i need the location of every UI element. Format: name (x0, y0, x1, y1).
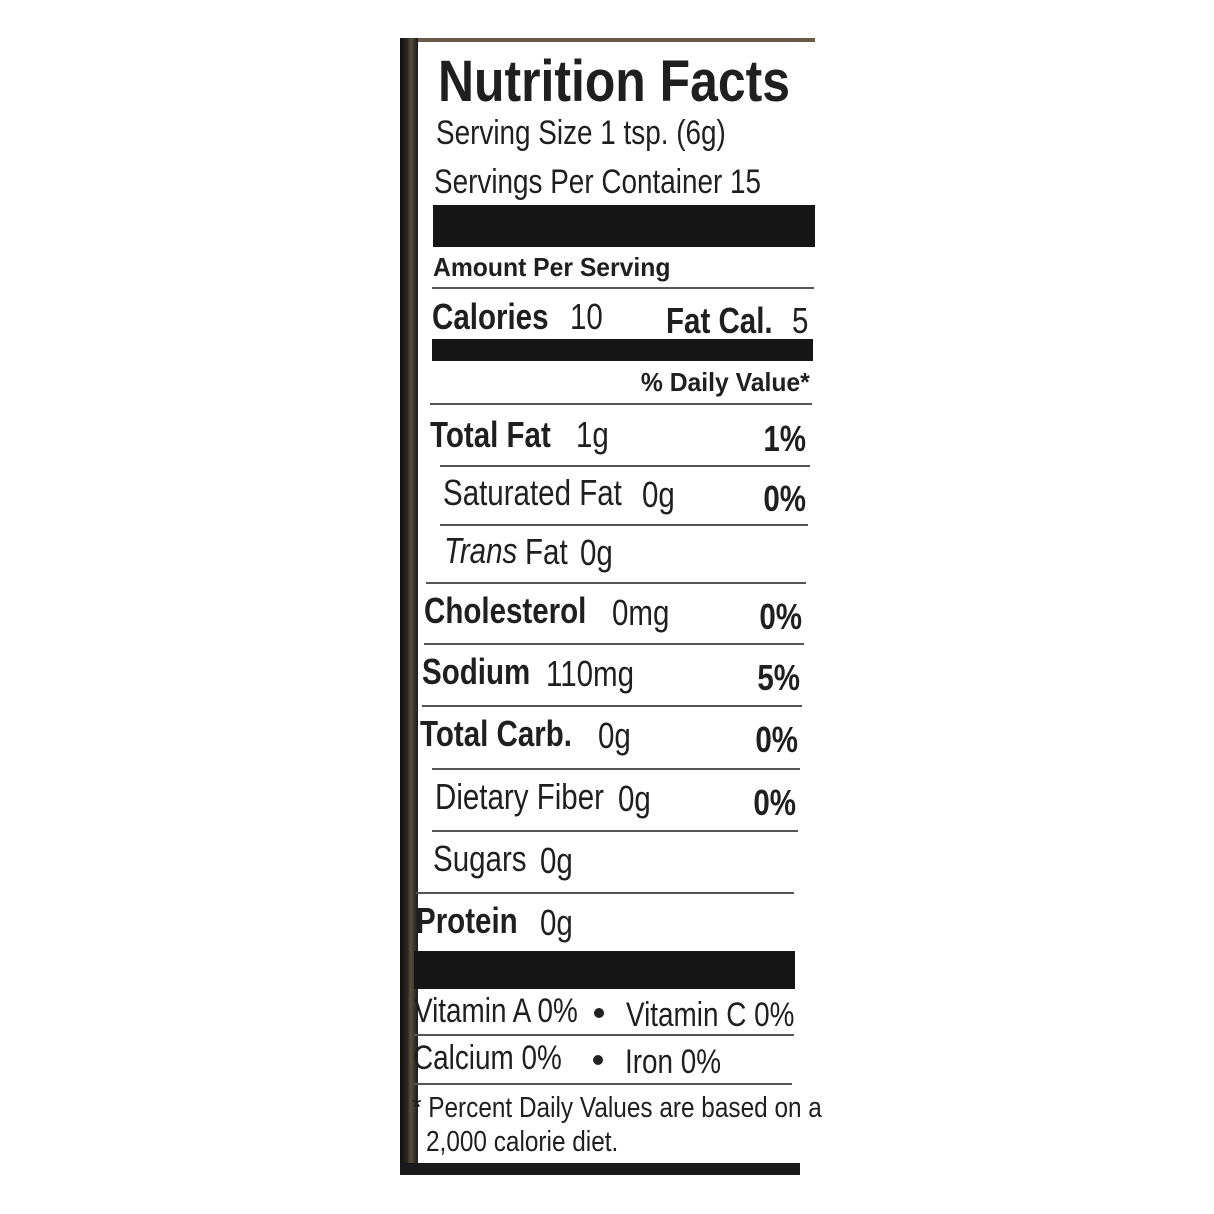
nutrient-amount: 0g (642, 474, 675, 515)
calories-value: 10 (570, 296, 603, 337)
divider (440, 465, 810, 467)
vitamin-right: Iron 0% (625, 1043, 722, 1081)
divider (440, 524, 808, 526)
package-edge (400, 38, 418, 1175)
nutrient-name: Cholesterol (424, 590, 587, 631)
nutrient-amount: 0g (540, 902, 573, 943)
bullet-icon (594, 1008, 604, 1018)
nutrient-name: Protein (416, 900, 518, 941)
nutrient-name: Total Fat (430, 414, 551, 455)
vitamin-left: Vitamin A 0% (414, 992, 578, 1030)
nutrient-dv: 1% (763, 418, 806, 459)
nutrient-dv: 5% (757, 657, 800, 698)
divider (414, 1034, 794, 1036)
nutrient-name: Dietary Fiber (435, 776, 604, 817)
nutrient-amount: 1g (576, 414, 609, 455)
nutrient-name: Sodium (422, 651, 531, 692)
nutrient-amount: 0g (540, 840, 573, 881)
thick-divider (414, 951, 795, 989)
nutrient-dv: 0% (763, 478, 806, 519)
divider (430, 403, 812, 405)
amount-per-serving: Amount Per Serving (433, 252, 671, 282)
nutrient-dv: 0% (759, 596, 802, 637)
nutrient-name: Sugars (433, 838, 527, 879)
divider (432, 768, 800, 770)
serving-size: Serving Size 1 tsp. (6g) (436, 114, 726, 152)
divider (422, 705, 802, 707)
vitamin-left: Calcium 0% (413, 1039, 562, 1077)
package-edge-top (418, 38, 815, 42)
fat-calories-label: Fat Cal. (666, 300, 773, 341)
nutrient-dv: 0% (755, 719, 798, 760)
fat-calories-value: 5 (792, 300, 809, 341)
divider (432, 287, 814, 289)
nutrient-amount: 0g (618, 778, 651, 819)
divider (432, 830, 798, 832)
thick-divider (433, 205, 815, 247)
thick-divider (432, 339, 813, 361)
bullet-icon (593, 1055, 603, 1065)
nutrient-amount: 0g (598, 715, 631, 756)
daily-value-header: % Daily Value* (641, 367, 810, 397)
divider (414, 1083, 792, 1085)
servings-per-container: Servings Per Container 15 (434, 163, 762, 201)
nutrient-dv: 0% (753, 782, 796, 823)
nutrient-amount: 0g (580, 532, 613, 573)
footnote-line-2: 2,000 calorie diet. (426, 1126, 619, 1158)
label-title: Nutrition Facts (438, 49, 790, 114)
vitamin-right: Vitamin C 0% (626, 996, 795, 1034)
divider (426, 582, 806, 584)
divider (416, 892, 794, 894)
nutrient-name: Trans (444, 530, 518, 571)
nutrient-amount: 110mg (546, 653, 635, 694)
nutrient-amount: 0mg (612, 592, 670, 633)
nutrient-name: Saturated Fat (443, 472, 622, 513)
nutrient-name: Total Carb. (420, 713, 572, 754)
calories-label: Calories (432, 296, 549, 337)
nutrient-name-suffix: Fat (525, 531, 568, 572)
divider (424, 643, 804, 645)
footnote-line-1: * Percent Daily Values are based on a (412, 1092, 822, 1124)
package-edge-bottom (400, 1163, 800, 1175)
